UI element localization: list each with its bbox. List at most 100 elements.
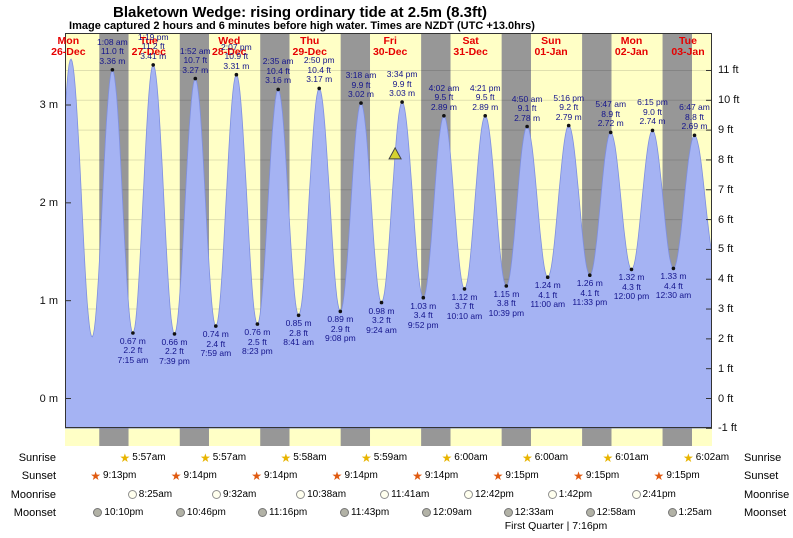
sunset-star-icon: ★: [90, 468, 101, 483]
right-axis-label: 9 ft: [718, 124, 734, 137]
moonrise-circle-icon: [127, 490, 137, 499]
moonrise-circle-icon: [296, 490, 306, 499]
right-axis-label: 4 ft: [718, 273, 734, 286]
moonrise-time: 11:41am: [391, 489, 430, 500]
tide-extreme-dot: [131, 331, 135, 335]
sunrise-time: 5:57am: [132, 452, 166, 463]
low-tide-annotation: 1.15 m 3.8 ft 10:39 pm: [488, 288, 525, 318]
right-axis-label: 3 ft: [718, 303, 734, 316]
high-tide-annotation: 2:07 pm 10.9 ft 3.31 m: [221, 41, 252, 71]
sunset-entry: ★ 9:15pm: [493, 470, 539, 482]
low-tide-annotation: 1.24 m 4.1 ft 11:00 am: [530, 280, 566, 310]
moonrise-circle-icon: [380, 490, 390, 499]
high-tide-annotation: 1:08 am 11.0 ft 3.36 m: [97, 36, 128, 66]
tide-extreme-dot: [151, 63, 155, 67]
low-tide-annotation: 0.66 m 2.2 ft 7:39 pm: [159, 336, 190, 366]
sunset-entry: ★ 9:14pm: [332, 470, 378, 482]
high-tide-annotation: 4:50 am 9.1 ft 2.78 m: [511, 93, 543, 123]
tide-extreme-dot: [588, 273, 592, 277]
low-tide-annotation: 0.67 m 2.2 ft 7:15 am: [117, 335, 149, 365]
day-of-week: Fri: [383, 35, 397, 47]
tide-extreme-dot: [255, 322, 260, 326]
tide-plot-canvas: [64, 33, 713, 446]
sunrise-entry: ★ 5:59am: [361, 450, 408, 465]
sunset-star-icon: ★: [653, 468, 665, 483]
right-axis-label: 2 ft: [718, 332, 734, 345]
sunrise-time: 6:00am: [454, 452, 488, 463]
tide-extreme-dot: [671, 266, 676, 271]
day-date: 29-Dec: [292, 46, 327, 58]
right-axis-label: 10 ft: [718, 94, 740, 107]
tide-extreme-dot: [296, 313, 301, 318]
sunrise-star-icon: ★: [361, 450, 372, 465]
moonrise-entry: 12:42pm: [463, 489, 514, 500]
tide-extreme-dot: [193, 76, 198, 81]
sunset-star-icon: ★: [251, 468, 262, 483]
sunset-time: 9:14pm: [424, 470, 459, 481]
sunrise-time: 5:59am: [373, 452, 408, 463]
high-tide-annotation: 3:18 am 9.9 ft 3.02 m: [345, 70, 377, 100]
sunset-star-icon: ★: [412, 468, 423, 483]
tide-extreme-dot: [504, 284, 509, 288]
high-tide-annotation: 4:21 pm 9.5 ft 2.89 m: [469, 82, 501, 112]
high-tide-annotation: 2:50 pm 10.4 ft 3.17 m: [303, 55, 335, 85]
moonset-circle-icon: [667, 508, 677, 517]
sunset-time: 9:14pm: [263, 470, 298, 481]
sunrise-star-icon: ★: [199, 450, 211, 465]
moonset-row-label-right: Moonset: [744, 507, 787, 519]
sunset-time: 9:14pm: [344, 470, 378, 481]
current-tide-marker: [388, 146, 402, 160]
day-date: 30-Dec: [372, 46, 408, 58]
high-tide-annotation: 4:02 am 9.5 ft 2.89 m: [428, 82, 460, 112]
left-axis-label: 3 m: [39, 99, 58, 111]
moonset-time: 11:43pm: [350, 507, 390, 518]
moonset-time: 1:25am: [678, 507, 712, 518]
moonrise-entry: 10:38am: [296, 489, 346, 500]
tide-extreme-dot: [462, 287, 467, 291]
tide-extreme-dot: [421, 295, 426, 300]
moonrise-row-label-right: Moonrise: [744, 489, 790, 501]
day-label: Fri 30-Dec: [373, 36, 407, 58]
tide-extreme-dot: [608, 130, 613, 135]
low-tide-annotation: 1.03 m 3.4 ft 9:52 pm: [407, 300, 439, 330]
low-tide-annotation: 1.12 m 3.7 ft 10:10 am: [446, 291, 483, 321]
sunset-time: 9:13pm: [103, 470, 137, 481]
sunrise-entry: ★ 5:58am: [280, 452, 327, 464]
chart-subtitle: Image captured 2 hours and 6 minutes bef…: [69, 20, 535, 32]
high-tide-annotation: 1:19 pm 11.2 ft 3.41 m: [137, 31, 169, 61]
day-label: Wed 28-Dec: [212, 36, 246, 58]
tide-extreme-dot: [545, 275, 550, 279]
moonset-entry: 12:33am: [503, 507, 554, 518]
low-tide-annotation: 1.32 m 4.3 ft 12:00 pm: [613, 272, 650, 302]
moonset-circle-icon: [503, 508, 513, 517]
low-tide-annotation: 0.76 m 2.5 ft 8:23 pm: [242, 327, 273, 357]
high-tide-annotation: 5:16 pm 9.2 ft 2.79 m: [553, 92, 585, 122]
right-axis-label: 0 ft: [718, 392, 734, 405]
moonrise-circle-icon: [463, 490, 473, 499]
day-of-week: Sun: [541, 35, 561, 47]
low-tide-annotation: 1.33 m 4.4 ft 12:30 am: [655, 271, 692, 301]
moonrise-entry: 11:41am: [380, 489, 429, 500]
sunrise-time: 5:58am: [293, 452, 327, 463]
left-axis-label: 2 m: [39, 196, 58, 209]
day-date: 28-Dec: [212, 46, 247, 58]
plot-area: [64, 33, 713, 446]
moonrise-entry: 8:25am: [127, 489, 173, 500]
moonrise-circle-icon: [631, 490, 641, 499]
sunset-entry: ★ 9:14pm: [412, 468, 459, 483]
day-label: Mon 26-Dec: [51, 36, 85, 58]
sunrise-star-icon: ★: [441, 450, 453, 465]
tide-extreme-dot: [650, 128, 655, 133]
tide-extreme-dot: [338, 309, 343, 314]
sunset-entry: ★ 9:14pm: [251, 468, 298, 483]
tide-extreme-dot: [214, 324, 218, 328]
sunrise-time: 6:00am: [534, 452, 569, 463]
moonset-circle-icon: [93, 508, 103, 517]
moonrise-time: 1:42pm: [558, 489, 593, 500]
day-of-week: Mon: [57, 35, 80, 47]
moonrise-time: 8:25am: [138, 489, 173, 500]
day-date: 02-Jan: [614, 46, 649, 58]
moonset-time: 12:09am: [432, 507, 472, 518]
low-tide-annotation: 0.85 m 2.8 ft 8:41 am: [283, 318, 314, 348]
sunrise-star-icon: ★: [119, 450, 131, 465]
